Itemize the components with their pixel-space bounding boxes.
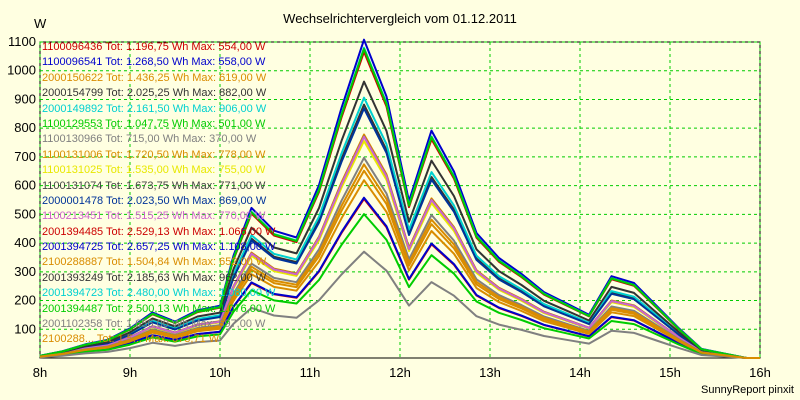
footer-credit: SunnyReport pinxit [701, 384, 794, 396]
y-tick-label: 300 [14, 264, 36, 279]
x-tick-label: 10h [209, 365, 231, 380]
legend-item-2001394725: 2001394725 Tot: 2.657,25 Wh Max: 1.108,0… [42, 241, 276, 254]
y-tick-label: 1100 [8, 34, 36, 49]
x-tick-label: 8h [33, 365, 47, 380]
legend-item-2100288887: 2100288887 Tot: 1.504,84 Wh Max: 652,00 … [42, 256, 267, 269]
legend-item-2000150622: 2000150622 Tot: 1.436,25 Wh Max: 619,00 … [42, 71, 267, 84]
legend-item-1100131074: 1100131074 Tot: 1.673,75 Wh Max: 771,00 … [42, 179, 266, 192]
legend-item-1100130966: 1100130966 Tot: 715,00 Wh Max: 370,00 W [42, 133, 257, 146]
series-line-1100096541 [39, 196, 760, 359]
legend-item-1100096541: 1100096541 Tot: 1.268,50 Wh Max: 558,00 … [42, 56, 266, 69]
series-line-1100130966 [39, 250, 760, 359]
y-tick-label: 700 [14, 149, 36, 164]
series-line-2000150622 [39, 179, 760, 359]
legend-item-1100129553: 1100129553 Tot: 1.047,75 Wh Max: 501,00 … [42, 117, 266, 130]
legend-item-1100096436: 1100096436 Tot: 1.196,75 Wh Max: 554,00 … [42, 41, 266, 53]
y-tick-label: 600 [14, 178, 36, 193]
x-tick-label: 16h [749, 365, 771, 380]
series-line-1100129553 [39, 213, 760, 359]
y-tick-label: 900 [14, 91, 36, 106]
y-tick-label: 100 [14, 321, 36, 336]
y-tick-label: 200 [14, 293, 36, 308]
series-line-2001393249 [39, 80, 760, 359]
legend-item-1100131025: 1100131025 Tot: 1.535,00 Wh Max: 755,00 … [42, 164, 266, 177]
y-tick-label: 400 [14, 235, 36, 250]
legend-item-2000149892: 2000149892 Tot: 2.161,50 Wh Max: 906,00 … [42, 102, 267, 115]
x-tick-label: 14h [569, 365, 591, 380]
x-tick-label: 13h [479, 365, 501, 380]
series-line-2000001478 [39, 107, 760, 359]
legend-item-2001394487: 2001394487 Tot: 2.500,13 Wh Max: 1.076,0… [42, 302, 276, 315]
x-tick-label: 15h [659, 365, 681, 380]
x-tick-label: 9h [123, 365, 137, 380]
legend-item-2001393249: 2001393249 Tot: 2.185,63 Wh Max: 962,00 … [42, 271, 267, 284]
series-line-2000149892 [39, 96, 760, 359]
legend-item-2000154799: 2000154799 Tot: 2.025,25 Wh Max: 882,00 … [42, 87, 267, 100]
legend-item-2001394723: 2001394723 Tot: 2.480,00 Wh Max: 1.080,0… [42, 287, 276, 300]
series-line-1100213451 [39, 135, 760, 359]
y-axis-unit-label: W [34, 16, 47, 31]
legend-item-2100288: 2100288... Tot: 1.5... Max: 673,71 W [42, 333, 220, 346]
y-tick-label: 800 [14, 120, 36, 135]
y-tick-label: 500 [14, 206, 36, 221]
legend-item-1100213451: 1100213451 Tot: 1.515,25 Wh Max: 770,00 … [42, 210, 266, 223]
chart-title: Wechselrichtervergleich vom 01.12.2011 [283, 11, 517, 26]
series-line-2001394487 [39, 47, 760, 359]
legend-item-1100131006: 1100131006 Tot: 1.720,50 Wh Max: 778,00 … [42, 148, 266, 161]
x-tick-label: 12h [389, 365, 411, 380]
legend: 1100096436 Tot: 1.196,75 Wh Max: 554,00 … [42, 40, 275, 348]
legend-item-2000001478: 2000001478 Tot: 2.023,50 Wh Max: 869,00 … [42, 194, 267, 207]
legend-item-2001394485: 2001394485 Tot: 2.529,13 Wh Max: 1.066,0… [42, 225, 276, 238]
x-tick-label: 11h [300, 365, 321, 380]
y-tick-label: 1000 [7, 63, 36, 78]
legend-item-2001102358: 2001102358 Tot: 1.656,00 Wh Max: 697,00 … [42, 318, 266, 331]
series-line-2100288 [39, 163, 760, 359]
